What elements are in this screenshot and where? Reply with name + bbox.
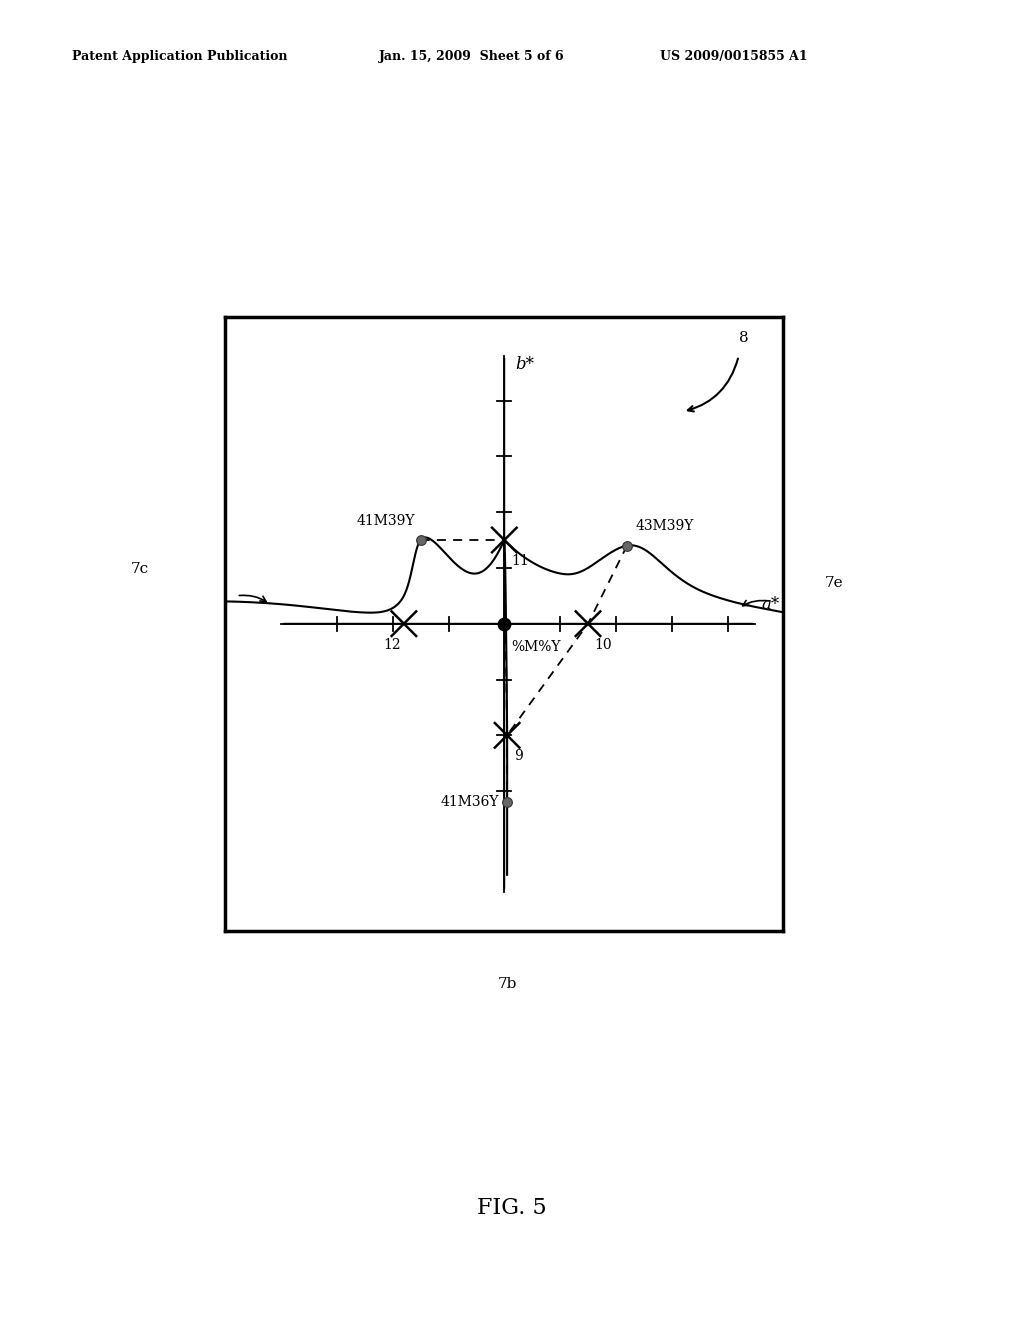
Text: 7b: 7b xyxy=(498,977,517,991)
Text: 10: 10 xyxy=(595,638,612,652)
Text: 11: 11 xyxy=(511,554,528,568)
Text: 43M39Y: 43M39Y xyxy=(636,519,694,533)
Text: 7c: 7c xyxy=(130,562,148,577)
Text: 41M39Y: 41M39Y xyxy=(356,513,415,528)
Text: 9: 9 xyxy=(514,750,522,763)
Text: US 2009/0015855 A1: US 2009/0015855 A1 xyxy=(660,50,808,63)
Text: 12: 12 xyxy=(383,638,401,652)
Text: %M%Y: %M%Y xyxy=(511,640,560,655)
Text: b*: b* xyxy=(515,356,535,372)
Text: FIG. 5: FIG. 5 xyxy=(477,1197,547,1218)
Text: 8: 8 xyxy=(739,331,750,345)
Text: a*: a* xyxy=(761,595,779,612)
Text: 41M36Y: 41M36Y xyxy=(440,795,499,809)
Text: Patent Application Publication: Patent Application Publication xyxy=(72,50,287,63)
Text: 7e: 7e xyxy=(824,576,843,590)
Text: Jan. 15, 2009  Sheet 5 of 6: Jan. 15, 2009 Sheet 5 of 6 xyxy=(379,50,564,63)
